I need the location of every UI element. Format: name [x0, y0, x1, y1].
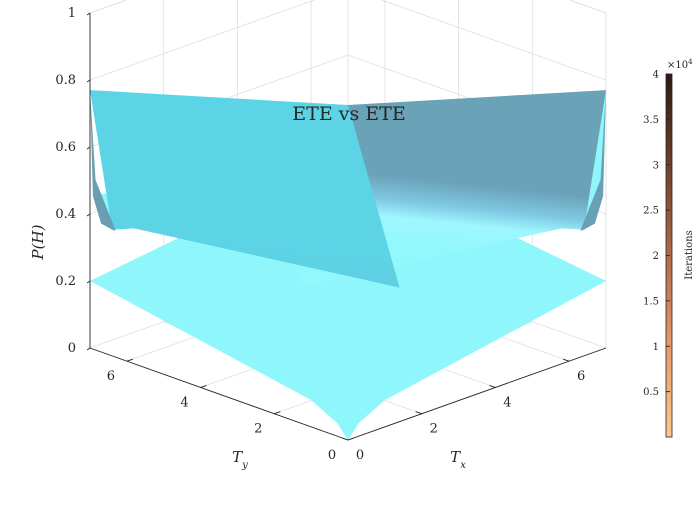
wall-grid-zy-0.8: [89, 0, 316, 81]
tick-labels: 0 2 4 6 0 2 4 6 0 0.2 0.4 0.6 0.8 1: [55, 6, 585, 463]
colorbar-tick-label: 1: [653, 342, 659, 353]
z-tick-mark-0.6: [86, 146, 91, 150]
colorbar-ticks: 0.5 1 1.5 2 2.5 3 3.5 4: [643, 70, 670, 398]
x-tick-label: 4: [503, 395, 511, 410]
x-tick-mark-4: [489, 385, 496, 388]
colorbar: 0.5 1 1.5 2 2.5 3 3.5 4 ×104 Iterations: [643, 58, 695, 438]
z-tick-mark-0: [86, 347, 91, 351]
surface-left-curl: [90, 90, 116, 231]
y-tick-label: 4: [180, 395, 188, 410]
colorbar-tick-label: 0.5: [643, 387, 659, 398]
surface: [90, 90, 606, 440]
z-tick-label: 1: [68, 6, 76, 21]
colorbar-tick-label: 3.5: [643, 115, 659, 126]
z-tick-mark-0.4: [86, 213, 91, 217]
y-tick-label: 0: [328, 448, 336, 463]
x-tick-mark-2: [415, 411, 422, 415]
surface-left-ridge: [90, 90, 400, 288]
y-tick-mark-4: [200, 385, 207, 388]
z-tick-label: 0.6: [55, 140, 76, 155]
axes-box: [89, 13, 607, 441]
x-tick-mark-0: [341, 437, 349, 441]
z-tick-label: 0.8: [55, 73, 76, 88]
x-axis-subscript: x: [460, 460, 466, 471]
y-tick-mark-6: [126, 358, 133, 362]
z-tick-mark-0.8: [86, 79, 91, 83]
wall-grid-zx-0.8: [380, 0, 607, 81]
colorbar-tick-label: 2: [653, 251, 659, 262]
z-tick-mark-1: [86, 12, 91, 16]
y-axis-subscript: y: [241, 460, 248, 471]
x-tick-label: 6: [577, 369, 585, 384]
chart-title: ETE vs ETE: [292, 103, 405, 125]
z-axis-title: P(H): [29, 224, 47, 260]
x-tick-mark-6: [563, 358, 570, 362]
z-tick-label: 0.4: [55, 207, 76, 222]
surface-right-curl: [580, 90, 606, 231]
x-axis-title: Tx: [450, 448, 466, 471]
z-tick-label: 0.2: [55, 274, 76, 289]
y-tick-mark-0: [347, 437, 355, 441]
x-tick-label: 2: [430, 422, 438, 437]
z-tick-mark-0.2: [86, 280, 91, 284]
colorbar-tick-label: 1.5: [643, 296, 659, 307]
colorbar-tick-label: 3: [653, 160, 659, 171]
y-axis-line: [89, 347, 349, 441]
x-axis-line: [347, 347, 607, 441]
z-tick-label: 0: [68, 341, 76, 356]
y-axis-title: Ty: [232, 448, 248, 471]
colorbar-exponent: ×104: [667, 58, 693, 71]
y-tick-label: 2: [254, 422, 262, 437]
colorbar-tick-label: 2.5: [643, 206, 659, 217]
x-tick-label: 0: [356, 448, 364, 463]
colorbar-label: Iterations: [684, 230, 695, 279]
y-tick-mark-2: [274, 411, 281, 415]
y-tick-label: 6: [107, 369, 115, 384]
colorbar-tick-label: 4: [653, 70, 659, 81]
